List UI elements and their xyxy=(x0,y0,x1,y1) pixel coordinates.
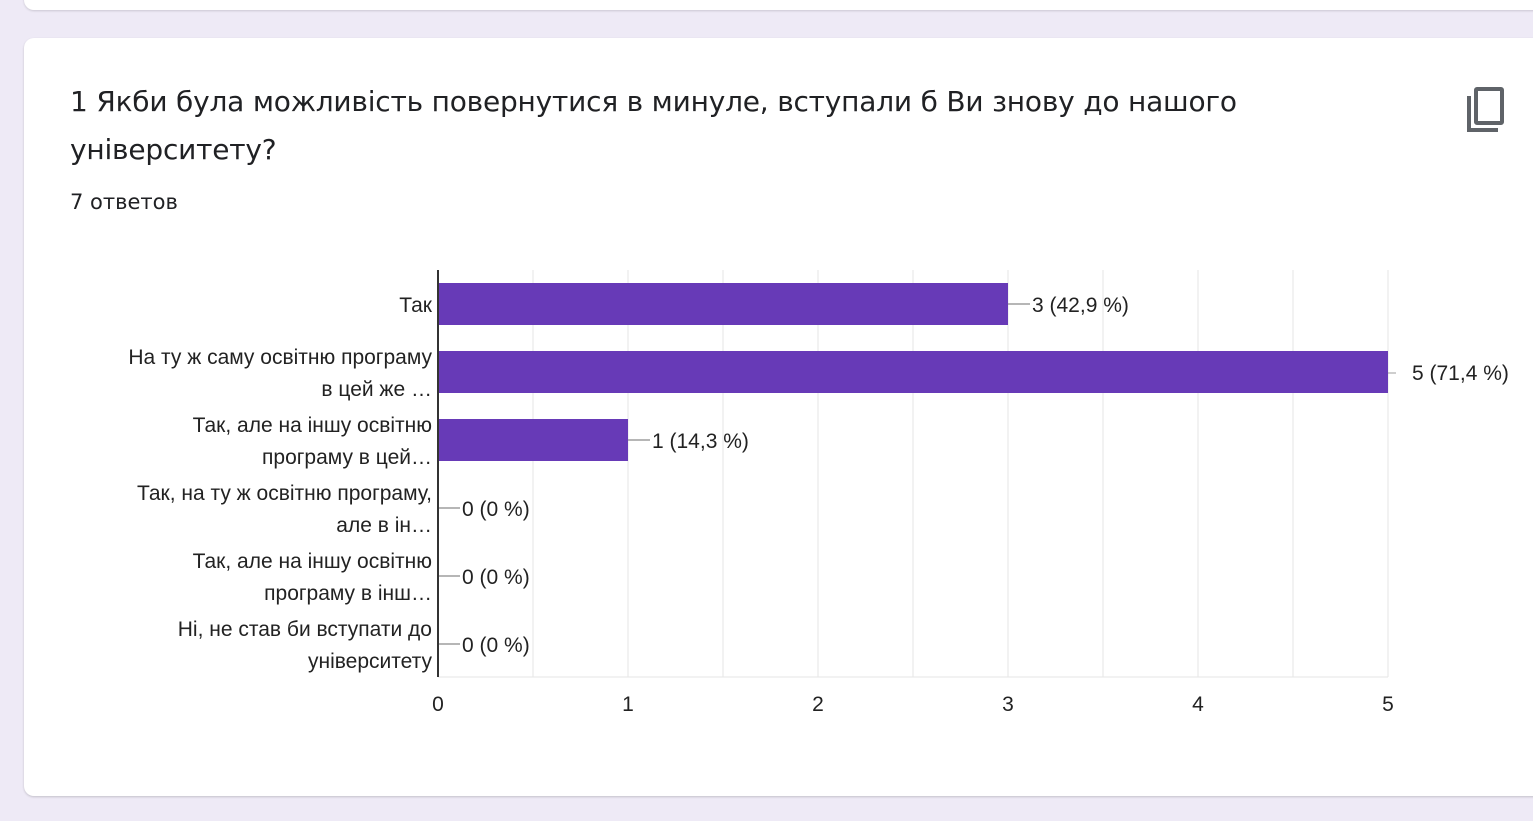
x-tick-label: 1 xyxy=(622,693,634,716)
x-tick-label: 0 xyxy=(432,693,444,716)
value-label: 0 (0 %) xyxy=(462,634,530,657)
category-label: програму в інш… xyxy=(264,582,432,605)
category-label: але в ін… xyxy=(336,514,432,537)
bar xyxy=(438,283,1008,325)
x-tick-label: 4 xyxy=(1192,693,1204,716)
category-label: програму в цей… xyxy=(262,446,432,469)
x-tick-label: 3 xyxy=(1002,693,1014,716)
category-label: Так, але на іншу освітню xyxy=(193,550,432,573)
copy-icon xyxy=(1467,87,1504,132)
value-label: 0 (0 %) xyxy=(462,498,530,521)
category-label: університету xyxy=(308,650,432,673)
question-card xyxy=(24,38,1533,796)
copy-chart-button[interactable] xyxy=(1460,84,1510,136)
response-count: 7 ответов xyxy=(70,190,178,214)
x-tick-label: 2 xyxy=(812,693,824,716)
value-label: 0 (0 %) xyxy=(462,566,530,589)
category-label: Так, але на іншу освітню xyxy=(193,414,432,437)
category-label: Так xyxy=(399,294,433,317)
category-label: Так, на ту ж освітню програму, xyxy=(137,482,432,505)
category-label: Ні, не став би вступати до xyxy=(178,618,432,641)
bar xyxy=(438,419,628,461)
question-title: 1 Якби була можливість повернутися в мин… xyxy=(70,85,1237,166)
x-tick-label: 5 xyxy=(1382,693,1394,716)
value-label: 5 (71,4 %) xyxy=(1412,362,1509,385)
value-label: 1 (14,3 %) xyxy=(652,430,749,453)
previous-card xyxy=(24,0,1533,10)
value-label: 3 (42,9 %) xyxy=(1032,294,1129,317)
bar xyxy=(438,351,1388,393)
category-label: На ту ж саму освітню програму xyxy=(128,346,432,369)
category-label: в цей же … xyxy=(321,378,432,401)
